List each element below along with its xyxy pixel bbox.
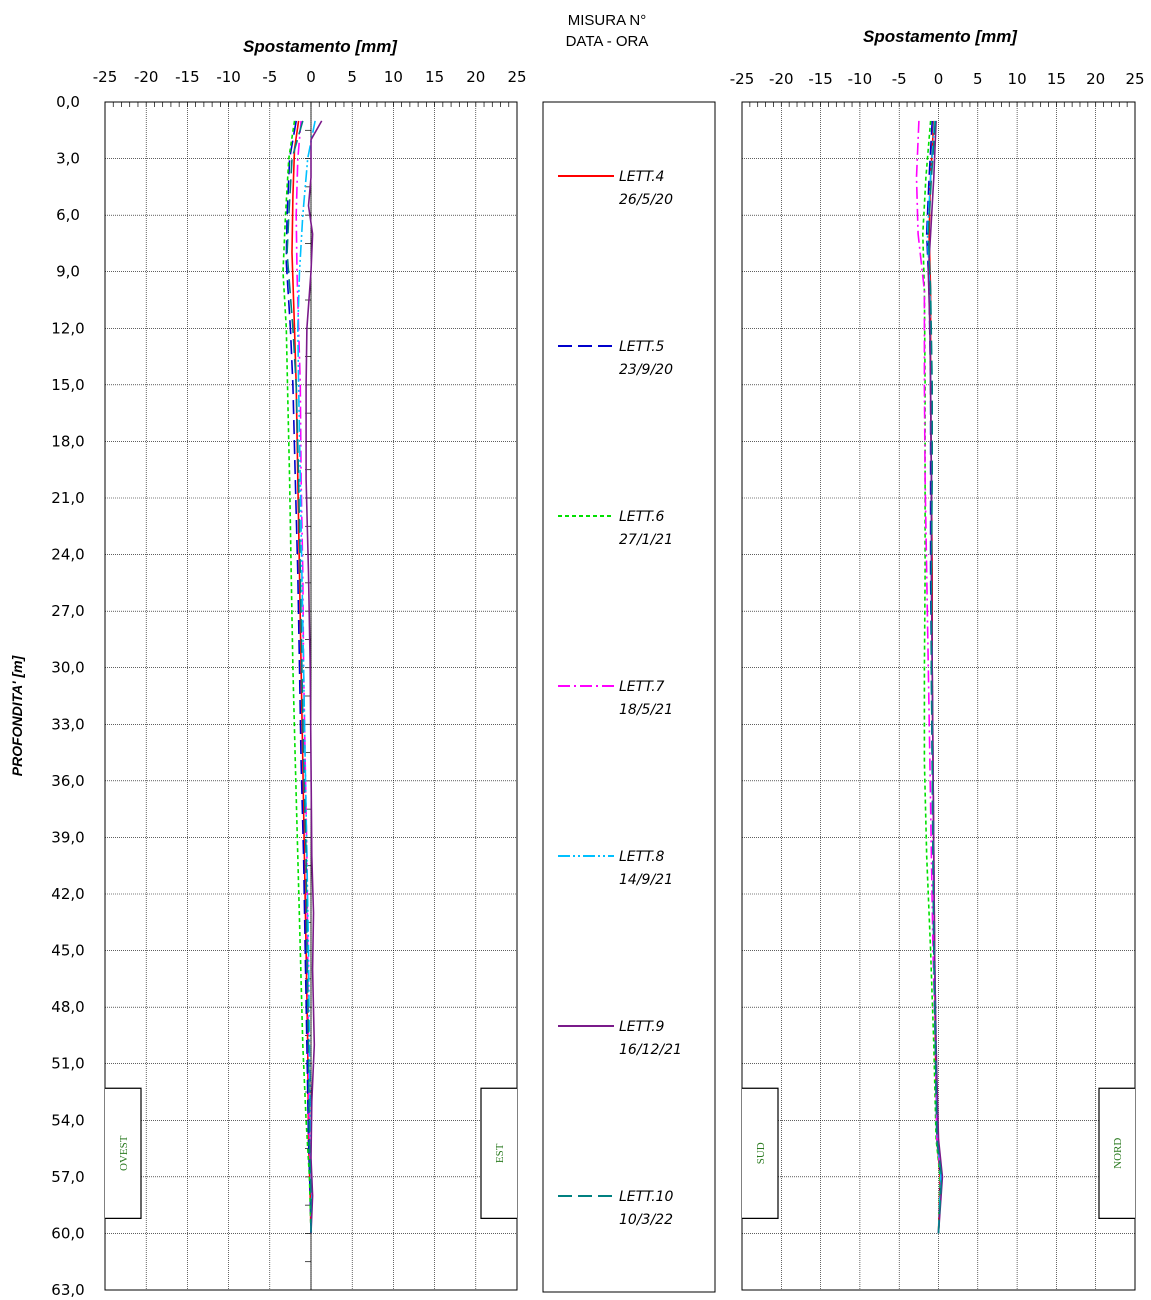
- x-tick-label: -25: [93, 68, 118, 86]
- y-tick-label: 21,0: [51, 489, 84, 507]
- x-tick-label: 15: [1047, 70, 1066, 88]
- direction-box-frame: [1098, 1087, 1135, 1219]
- direction-label-right: EST: [494, 1143, 506, 1163]
- y-tick-label: 15,0: [51, 376, 84, 394]
- x-tick-label: -15: [808, 70, 833, 88]
- series-line-lett-10: [286, 120, 312, 1234]
- y-tick-label: 12,0: [51, 319, 84, 337]
- legend-header-line1: MISURA N°: [568, 12, 647, 29]
- panel-ovest-est: Spostamento [mm] -25 -20 -15 -10 -5 0 5 10 15 20 25…: [9, 37, 527, 1299]
- y-tick-label: 3,0: [56, 150, 80, 168]
- x-tick-label: -5: [262, 68, 277, 86]
- series-line-lett-10: [927, 120, 943, 1234]
- direction-label-left: OVEST: [118, 1135, 130, 1171]
- legend-entry-date: 18/5/21: [619, 702, 673, 718]
- y-tick-label: 57,0: [51, 1168, 84, 1186]
- y-tick-label: 60,0: [51, 1224, 84, 1242]
- legend-entry-name: LETT.8: [619, 849, 665, 865]
- series-line-lett-7: [915, 120, 942, 1234]
- direction-label-left: SUD: [755, 1142, 767, 1164]
- y-tick-label: 45,0: [51, 942, 84, 960]
- direction-box-right: EST: [480, 1087, 517, 1219]
- legend-entry-name: LETT.4: [619, 169, 664, 185]
- y-tick-label: 30,0: [51, 659, 84, 677]
- legend-entry-name: LETT.6: [619, 509, 665, 525]
- x-tick-label: 5: [347, 68, 357, 86]
- direction-box-right: NORD: [1098, 1087, 1135, 1219]
- series-line-lett-6: [282, 120, 312, 1234]
- series-line-lett-8: [296, 120, 316, 1234]
- legend-entry-date: 10/3/22: [619, 1212, 673, 1228]
- legend-entry-date: 26/5/20: [619, 192, 673, 208]
- series-line-lett-5: [285, 120, 312, 1234]
- y-tick-label: 27,0: [51, 602, 84, 620]
- x-tick-label: -20: [134, 68, 159, 86]
- x-tick-label: -10: [848, 70, 873, 88]
- y-tick-label: 42,0: [51, 885, 84, 903]
- direction-box-frame: [742, 1087, 779, 1219]
- legend-entry-name: LETT.9: [619, 1019, 665, 1035]
- legend: MISURA N° DATA - ORA LETT.4 26/5/20 LETT.5 23…: [542, 12, 716, 1293]
- chart-title: Spostamento [mm]: [863, 27, 1018, 46]
- y-tick-label: 48,0: [51, 998, 84, 1016]
- y-axis-label: PROFONDITA' [m]: [9, 654, 25, 776]
- legend-entry-date: 23/9/20: [619, 362, 673, 378]
- x-tick-label: -15: [175, 68, 200, 86]
- x-tick-label: 20: [466, 68, 485, 86]
- direction-box-frame: [480, 1087, 517, 1219]
- y-tick-label: 54,0: [51, 1111, 84, 1129]
- x-tick-label: 10: [1008, 70, 1027, 88]
- x-tick-label: 0: [306, 68, 316, 86]
- direction-box-left: OVEST: [105, 1087, 142, 1219]
- direction-label-right: NORD: [1112, 1138, 1124, 1169]
- x-tick-label: 5: [973, 70, 983, 88]
- y-tick-label: 39,0: [51, 828, 84, 846]
- legend-entry-date: 27/1/21: [619, 532, 673, 548]
- y-tick-label: 33,0: [51, 715, 84, 733]
- y-tick-label: 36,0: [51, 772, 84, 790]
- legend-header-line2: DATA - ORA: [566, 33, 649, 50]
- y-tick-label: 18,0: [51, 432, 84, 450]
- legend-entry-date: 16/12/21: [619, 1042, 682, 1058]
- legend-entry-date: 14/9/21: [619, 872, 673, 888]
- x-tick-label: -10: [216, 68, 241, 86]
- direction-box-left: SUD: [742, 1087, 779, 1219]
- x-tick-label: 0: [934, 70, 944, 88]
- x-tick-label: 15: [425, 68, 444, 86]
- y-tick-label: 0,0: [56, 93, 80, 111]
- chart-title: Spostamento [mm]: [243, 37, 398, 56]
- y-tick-label: 24,0: [51, 546, 84, 564]
- x-tick-label: 25: [507, 68, 526, 86]
- series-line-lett-9: [305, 120, 323, 1234]
- y-tick-label: 63,0: [51, 1281, 84, 1299]
- y-tick-label: 6,0: [56, 206, 80, 224]
- x-tick-label: 25: [1125, 70, 1144, 88]
- legend-box: [542, 101, 716, 1293]
- x-tick-label: -5: [892, 70, 907, 88]
- direction-box-frame: [105, 1087, 142, 1219]
- x-tick-label: -20: [769, 70, 794, 88]
- y-tick-label: 9,0: [56, 263, 80, 281]
- x-tick-label: 20: [1086, 70, 1105, 88]
- series-line-lett-6: [921, 120, 941, 1234]
- y-tick-label: 51,0: [51, 1055, 84, 1073]
- x-tick-label: -25: [730, 70, 755, 88]
- panel-sud-nord: Spostamento [mm] -25 -20 -15 -10 -5 0 5 10 15 20 25…: [730, 27, 1145, 1291]
- legend-entry-name: LETT.10: [619, 1189, 673, 1205]
- x-tick-label: 10: [384, 68, 403, 86]
- legend-entry-name: LETT.7: [619, 679, 665, 695]
- legend-entry-name: LETT.5: [619, 339, 665, 355]
